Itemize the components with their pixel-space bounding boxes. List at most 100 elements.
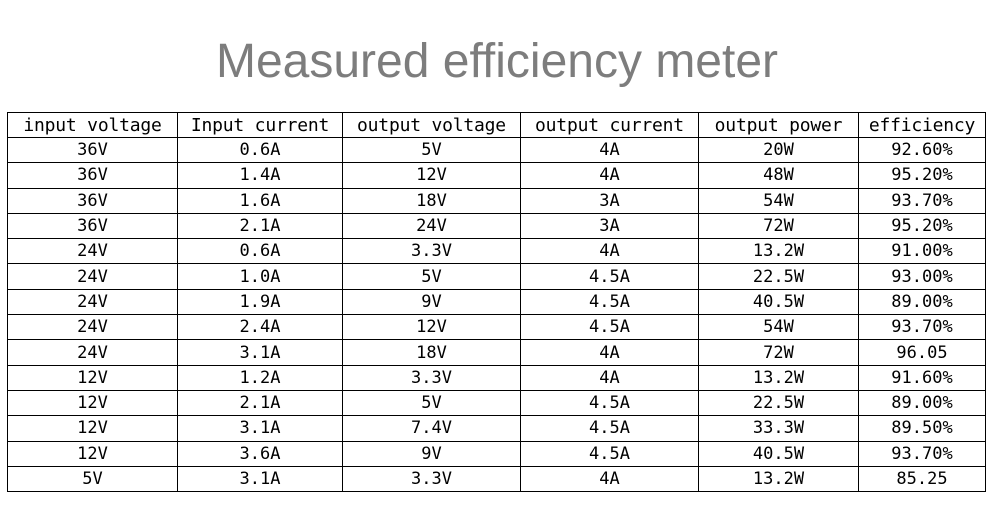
- cell-efficiency: 89.50%: [858, 415, 986, 442]
- cell-input-current: 3.1A: [177, 415, 343, 442]
- cell-input-voltage: 36V: [7, 212, 178, 240]
- cell-input-current: 0.6A: [177, 136, 343, 164]
- header-input-current: Input current: [177, 112, 343, 138]
- cell-efficiency: 85.25: [858, 465, 986, 493]
- table-row: 12V 3.1A 7.4V 4.5A 33.3W 89.50%: [7, 415, 986, 442]
- table-row: 36V 1.4A 12V 4A 48W 95.20%: [7, 162, 986, 189]
- cell-output-power: 13.2W: [698, 238, 859, 265]
- table-row: 5V 3.1A 3.3V 4A 13.2W 85.25: [7, 465, 986, 493]
- cell-input-voltage: 12V: [7, 389, 178, 417]
- cell-output-voltage: 9V: [342, 288, 521, 316]
- table-header-row: input voltage Input current output volta…: [7, 112, 986, 138]
- cell-efficiency: 89.00%: [858, 288, 986, 316]
- cell-efficiency: 93.00%: [858, 263, 986, 290]
- cell-efficiency: 96.05: [858, 339, 986, 366]
- cell-input-voltage: 12V: [7, 415, 178, 442]
- header-input-voltage: input voltage: [7, 112, 178, 138]
- cell-output-power: 20W: [698, 136, 859, 164]
- cell-efficiency: 91.00%: [858, 238, 986, 265]
- table-row: 24V 2.4A 12V 4.5A 54W 93.70%: [7, 314, 986, 341]
- cell-output-voltage: 5V: [342, 263, 521, 290]
- cell-input-current: 3.1A: [177, 465, 343, 493]
- cell-output-power: 54W: [698, 314, 859, 341]
- cell-output-power: 72W: [698, 212, 859, 240]
- efficiency-table: input voltage Input current output volta…: [7, 112, 986, 493]
- cell-output-power: 48W: [698, 162, 859, 189]
- cell-efficiency: 95.20%: [858, 212, 986, 240]
- header-output-voltage: output voltage: [342, 112, 521, 138]
- table-row: 36V 0.6A 5V 4A 20W 92.60%: [7, 136, 986, 164]
- cell-output-current: 4.5A: [520, 440, 699, 467]
- cell-output-current: 3A: [520, 187, 699, 214]
- cell-output-voltage: 5V: [342, 389, 521, 417]
- cell-output-current: 4A: [520, 465, 699, 493]
- cell-input-current: 2.1A: [177, 212, 343, 240]
- cell-efficiency: 89.00%: [858, 389, 986, 417]
- cell-input-current: 1.4A: [177, 162, 343, 189]
- cell-output-power: 33.3W: [698, 415, 859, 442]
- cell-input-voltage: 12V: [7, 364, 178, 391]
- cell-output-power: 40.5W: [698, 288, 859, 316]
- table-row: 24V 3.1A 18V 4A 72W 96.05: [7, 339, 986, 366]
- cell-input-voltage: 24V: [7, 263, 178, 290]
- cell-input-current: 3.1A: [177, 339, 343, 366]
- header-efficiency: efficiency: [858, 112, 986, 138]
- cell-input-voltage: 24V: [7, 339, 178, 366]
- cell-efficiency: 91.60%: [858, 364, 986, 391]
- cell-efficiency: 93.70%: [858, 187, 986, 214]
- cell-input-voltage: 36V: [7, 162, 178, 189]
- table-row: 24V 0.6A 3.3V 4A 13.2W 91.00%: [7, 238, 986, 265]
- cell-output-voltage: 12V: [342, 314, 521, 341]
- table-row: 24V 1.0A 5V 4.5A 22.5W 93.00%: [7, 263, 986, 290]
- cell-input-current: 1.6A: [177, 187, 343, 214]
- cell-input-current: 3.6A: [177, 440, 343, 467]
- cell-efficiency: 93.70%: [858, 314, 986, 341]
- cell-input-current: 1.0A: [177, 263, 343, 290]
- cell-output-current: 4.5A: [520, 314, 699, 341]
- cell-output-power: 72W: [698, 339, 859, 366]
- cell-input-voltage: 24V: [7, 288, 178, 316]
- cell-output-power: 13.2W: [698, 465, 859, 493]
- cell-output-current: 4.5A: [520, 389, 699, 417]
- table-row: 12V 2.1A 5V 4.5A 22.5W 89.00%: [7, 389, 986, 417]
- cell-output-current: 4.5A: [520, 263, 699, 290]
- cell-output-power: 22.5W: [698, 263, 859, 290]
- cell-input-current: 2.1A: [177, 389, 343, 417]
- table-row: 12V 1.2A 3.3V 4A 13.2W 91.60%: [7, 364, 986, 391]
- cell-input-voltage: 36V: [7, 187, 178, 214]
- cell-output-voltage: 3.3V: [342, 238, 521, 265]
- cell-input-voltage: 24V: [7, 314, 178, 341]
- cell-output-current: 4A: [520, 364, 699, 391]
- header-output-power: output power: [698, 112, 859, 138]
- cell-output-power: 54W: [698, 187, 859, 214]
- table-row: 36V 1.6A 18V 3A 54W 93.70%: [7, 187, 986, 214]
- cell-input-voltage: 24V: [7, 238, 178, 265]
- cell-output-voltage: 18V: [342, 187, 521, 214]
- cell-output-current: 3A: [520, 212, 699, 240]
- page-title: Measured efficiency meter: [215, 35, 779, 88]
- cell-efficiency: 92.60%: [858, 136, 986, 164]
- cell-output-current: 4A: [520, 238, 699, 265]
- cell-output-power: 40.5W: [698, 440, 859, 467]
- cell-output-current: 4.5A: [520, 415, 699, 442]
- cell-output-power: 13.2W: [698, 364, 859, 391]
- cell-efficiency: 93.70%: [858, 440, 986, 467]
- cell-output-voltage: 24V: [342, 212, 521, 240]
- cell-efficiency: 95.20%: [858, 162, 986, 189]
- cell-input-current: 1.2A: [177, 364, 343, 391]
- cell-input-voltage: 5V: [7, 465, 178, 493]
- cell-output-current: 4A: [520, 339, 699, 366]
- table-row: 24V 1.9A 9V 4.5A 40.5W 89.00%: [7, 288, 986, 316]
- cell-output-voltage: 7.4V: [342, 415, 521, 442]
- cell-input-voltage: 36V: [7, 136, 178, 164]
- header-output-current: output current: [520, 112, 699, 138]
- cell-output-power: 22.5W: [698, 389, 859, 417]
- cell-output-voltage: 9V: [342, 440, 521, 467]
- cell-input-current: 2.4A: [177, 314, 343, 341]
- cell-output-current: 4.5A: [520, 288, 699, 316]
- cell-output-current: 4A: [520, 162, 699, 189]
- table-row: 12V 3.6A 9V 4.5A 40.5W 93.70%: [7, 440, 986, 467]
- cell-output-current: 4A: [520, 136, 699, 164]
- table-row: 36V 2.1A 24V 3A 72W 95.20%: [7, 212, 986, 240]
- cell-output-voltage: 5V: [342, 136, 521, 164]
